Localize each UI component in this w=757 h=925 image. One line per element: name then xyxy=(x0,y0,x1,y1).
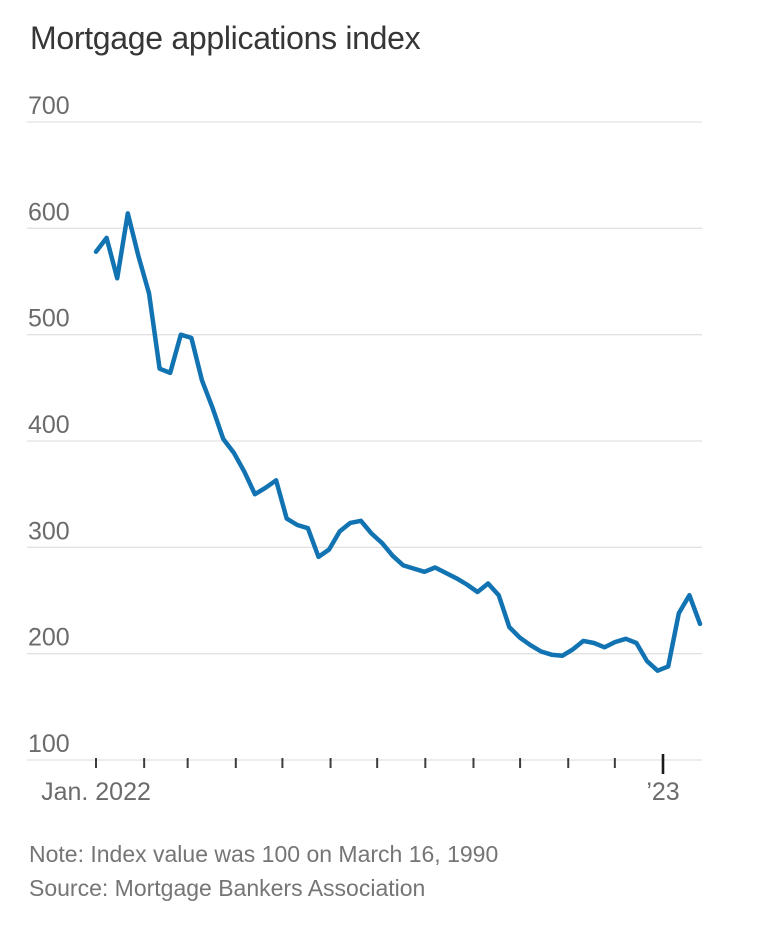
y-axis-label: 500 xyxy=(28,305,70,333)
chart-footnote: Note: Index value was 100 on March 16, 1… xyxy=(29,838,498,905)
y-axis-label: 400 xyxy=(28,411,70,439)
x-axis-label-end: ’23 xyxy=(646,778,679,806)
x-axis-label-start: Jan. 2022 xyxy=(41,778,151,806)
y-axis-label: 600 xyxy=(28,198,70,226)
y-axis-label: 700 xyxy=(28,92,70,120)
chart-title: Mortgage applications index xyxy=(30,20,421,56)
chart-source: Source: Mortgage Bankers Association xyxy=(29,874,426,901)
y-axis-label: 200 xyxy=(28,624,70,652)
chart-note: Note: Index value was 100 on March 16, 1… xyxy=(29,841,499,867)
y-axis-label: 100 xyxy=(28,730,70,758)
data-line xyxy=(93,211,703,673)
y-axis-label: 300 xyxy=(28,517,70,545)
